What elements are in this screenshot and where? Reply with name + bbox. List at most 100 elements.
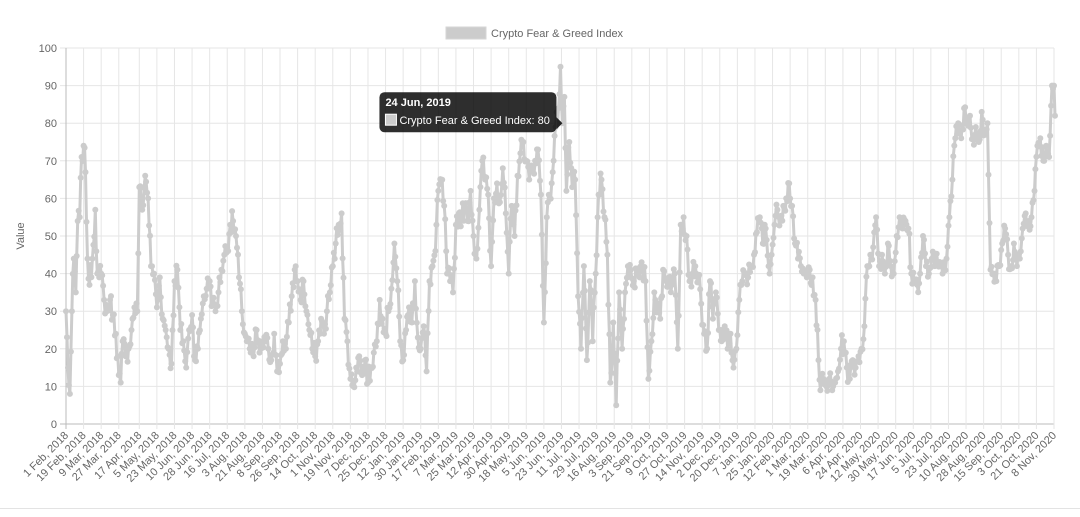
data-point[interactable] [869, 256, 876, 263]
data-point[interactable] [630, 278, 637, 285]
data-point[interactable] [815, 357, 822, 364]
data-point[interactable] [750, 264, 756, 270]
data-point[interactable] [285, 319, 292, 326]
data-point[interactable] [413, 319, 420, 326]
data-point[interactable] [87, 262, 94, 268]
data-point[interactable] [315, 338, 322, 345]
data-point[interactable] [673, 319, 680, 326]
data-point[interactable] [268, 357, 275, 364]
data-point[interactable] [288, 293, 295, 300]
data-point[interactable] [984, 120, 991, 127]
data-point[interactable] [175, 284, 182, 291]
data-point[interactable] [83, 218, 90, 225]
data-point[interactable] [852, 364, 859, 371]
data-point[interactable] [538, 231, 545, 238]
data-point[interactable] [838, 345, 844, 352]
data-point[interactable] [190, 324, 196, 331]
data-point[interactable] [217, 279, 224, 286]
data-point[interactable] [142, 172, 149, 179]
data-point[interactable] [281, 341, 288, 347]
data-point[interactable] [376, 296, 383, 303]
data-point[interactable] [463, 205, 470, 212]
data-point[interactable] [680, 214, 687, 221]
data-point[interactable] [196, 327, 203, 334]
data-point[interactable] [493, 190, 499, 197]
data-point[interactable] [147, 232, 153, 239]
data-point[interactable] [301, 291, 308, 298]
data-point[interactable] [171, 278, 178, 285]
data-point[interactable] [679, 225, 686, 232]
data-point[interactable] [304, 311, 311, 318]
data-point[interactable] [855, 353, 862, 360]
data-point[interactable] [121, 340, 128, 347]
data-point[interactable] [434, 197, 441, 203]
data-point[interactable] [117, 379, 124, 386]
data-point[interactable] [907, 264, 914, 271]
data-point[interactable] [332, 240, 339, 247]
data-point[interactable] [598, 176, 605, 183]
data-point[interactable] [541, 289, 548, 296]
data-point[interactable] [140, 202, 147, 209]
data-point[interactable] [537, 177, 543, 184]
data-point[interactable] [555, 105, 562, 112]
data-point[interactable] [251, 344, 258, 351]
data-point[interactable] [144, 189, 151, 196]
data-point[interactable] [298, 299, 305, 306]
data-point[interactable] [390, 259, 397, 266]
data-point[interactable] [163, 334, 170, 341]
data-point[interactable] [617, 306, 624, 313]
data-point[interactable] [567, 159, 574, 166]
data-point[interactable] [949, 176, 956, 183]
data-point[interactable] [763, 236, 770, 243]
data-point[interactable] [478, 167, 485, 174]
data-point[interactable] [962, 104, 969, 111]
data-point[interactable] [408, 309, 414, 316]
data-point[interactable] [517, 150, 524, 157]
data-point[interactable] [550, 157, 557, 164]
data-point[interactable] [539, 282, 546, 289]
data-point[interactable] [808, 282, 815, 288]
data-point[interactable] [766, 270, 773, 277]
data-point[interactable] [778, 212, 785, 219]
data-point[interactable] [429, 263, 436, 270]
data-point[interactable] [253, 327, 260, 333]
data-point[interactable] [590, 304, 597, 311]
data-point[interactable] [273, 352, 280, 359]
data-point[interactable] [611, 350, 618, 357]
data-point[interactable] [184, 349, 191, 356]
data-point[interactable] [469, 217, 476, 224]
data-point[interactable] [879, 251, 885, 258]
data-point[interactable] [950, 153, 957, 160]
data-point[interactable] [615, 335, 622, 342]
data-point[interactable] [838, 332, 845, 339]
data-point[interactable] [921, 236, 927, 243]
data-point[interactable] [313, 357, 320, 364]
data-point[interactable] [511, 233, 518, 239]
data-point[interactable] [819, 370, 826, 377]
data-point[interactable] [655, 300, 662, 307]
data-point[interactable] [594, 214, 601, 221]
data-point[interactable] [440, 198, 447, 204]
data-point[interactable] [840, 338, 847, 345]
data-point[interactable] [507, 215, 514, 222]
data-point[interactable] [1010, 240, 1017, 247]
data-point[interactable] [906, 230, 913, 237]
data-point[interactable] [616, 289, 623, 296]
data-point[interactable] [346, 365, 353, 372]
data-point[interactable] [970, 141, 977, 148]
data-point[interactable] [1041, 157, 1048, 164]
data-point[interactable] [860, 336, 867, 343]
data-point[interactable] [506, 238, 513, 245]
data-point[interactable] [170, 312, 177, 319]
data-point[interactable] [401, 352, 408, 358]
data-point[interactable] [206, 278, 213, 285]
data-point[interactable] [846, 375, 853, 382]
data-point[interactable] [770, 234, 777, 241]
data-point[interactable] [502, 210, 509, 217]
data-point[interactable] [916, 280, 923, 287]
data-point[interactable] [212, 308, 219, 315]
data-point[interactable] [220, 257, 227, 264]
data-point[interactable] [157, 294, 164, 301]
data-point[interactable] [441, 202, 448, 209]
data-point[interactable] [65, 364, 71, 371]
